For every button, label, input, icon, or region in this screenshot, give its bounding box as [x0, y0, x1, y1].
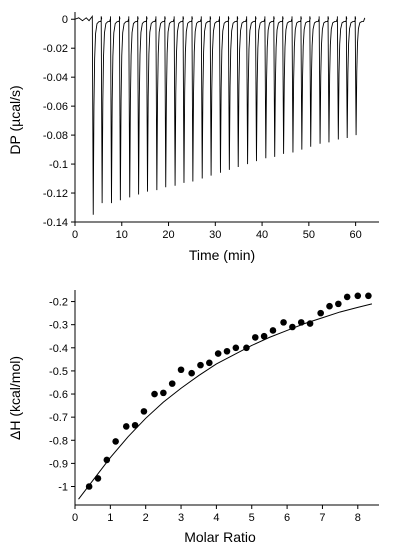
isotherm-y-tick-label: -0.6 — [49, 389, 68, 401]
thermogram-y-tick-label: -0.02 — [43, 43, 68, 55]
isotherm-y-label: ΔH (kcal/mol) — [7, 356, 23, 440]
isotherm-data-point — [214, 350, 222, 357]
isotherm-data-point — [188, 369, 195, 377]
thermogram-y-tick-label: -0.12 — [43, 188, 68, 200]
thermogram-y-label: DP (µcal/s) — [7, 85, 23, 154]
isotherm-data-point — [85, 483, 93, 490]
isotherm-data-point — [151, 390, 158, 398]
thermogram-panel: 0 -0.02 -0.04 -0.06 -0.08 -0.1 -0.12 -0.14 0 10 2… — [7, 12, 379, 263]
isotherm-x-label: Molar Ratio — [184, 529, 256, 545]
isotherm-y-tick-label: -0.4 — [49, 343, 68, 355]
isotherm-y-tick-label: -0.8 — [49, 435, 68, 447]
isotherm-data-point — [260, 332, 268, 340]
isotherm-data-point — [177, 366, 185, 374]
isotherm-data-point — [103, 456, 111, 464]
isotherm-data-point — [365, 292, 372, 300]
thermogram-y-tick-label: -0.1 — [49, 159, 68, 171]
thermogram-x-tick-label: 40 — [256, 229, 268, 241]
isotherm-data-point — [251, 334, 259, 341]
isotherm-x-tick-label: 2 — [143, 512, 149, 524]
isotherm-y-tick-label: -0.3 — [49, 320, 68, 332]
thermogram-trace — [74, 15, 366, 215]
thermogram-x-tick-label: 60 — [349, 229, 361, 241]
isotherm-data-point — [297, 319, 305, 326]
isotherm-y-tick-label: -0.7 — [49, 412, 68, 424]
isotherm-data-point — [140, 408, 148, 415]
isotherm-x-tick-label: 5 — [249, 512, 255, 524]
thermogram-y-tick-label: -0.08 — [43, 130, 68, 142]
isotherm-data-point — [160, 389, 167, 397]
isotherm-data-point — [326, 302, 333, 310]
thermogram-y-tick-label: -0.06 — [43, 101, 68, 113]
isotherm-x-tick-label: 1 — [107, 512, 113, 524]
isotherm-data-point — [335, 300, 342, 308]
isotherm-y-tick-label: -1 — [58, 482, 68, 494]
isotherm-data-point — [122, 423, 130, 430]
isotherm-data-point — [354, 292, 362, 300]
thermogram-x-tick-label: 20 — [162, 229, 174, 241]
isotherm-x-tick-label: 4 — [213, 512, 219, 524]
isotherm-data-point — [280, 319, 287, 326]
isotherm-y-tick-label: -0.5 — [49, 366, 68, 378]
thermogram-x-tick-label: 30 — [209, 229, 221, 241]
isotherm-panel: -0.2 -0.3 -0.4 -0.5 -0.6 -0.7 -0.8 -0.9 -1 0 1 2 3 4… — [7, 290, 379, 545]
isotherm-data-point — [223, 347, 231, 355]
isotherm-data-point — [197, 361, 204, 369]
isotherm-data-point — [232, 344, 240, 352]
thermogram-x-tick-label: 10 — [116, 229, 128, 241]
isotherm-x-tick-label: 3 — [178, 512, 184, 524]
thermogram-y-tick-label: -0.04 — [43, 72, 68, 84]
isotherm-data-point — [243, 344, 250, 352]
isotherm-data-point — [206, 359, 213, 367]
isotherm-data-point — [112, 438, 119, 445]
isotherm-y-tick-label: -0.9 — [49, 458, 68, 470]
isotherm-x-tick-label: 0 — [72, 512, 78, 524]
isotherm-fit-curve — [78, 303, 373, 500]
thermogram-x-tick-label: 0 — [72, 229, 78, 241]
thermogram-x-tick-label: 50 — [303, 229, 315, 241]
isotherm-data-point — [131, 421, 139, 429]
isotherm-data-point — [317, 309, 324, 317]
isotherm-data-point — [269, 327, 277, 334]
isotherm-data-point — [94, 475, 102, 482]
isotherm-data-point — [343, 293, 351, 301]
isotherm-y-tick-label: -0.2 — [49, 297, 68, 309]
isotherm-data-point — [168, 380, 176, 387]
thermogram-y-tick-label: -0.14 — [43, 217, 68, 229]
thermogram-y-tick-label: 0 — [62, 14, 68, 26]
isotherm-x-tick-label: 8 — [355, 512, 361, 524]
isotherm-data-point — [306, 320, 314, 327]
isotherm-x-tick-label: 7 — [319, 512, 325, 524]
isotherm-x-tick-label: 6 — [284, 512, 290, 524]
isotherm-data-point — [289, 323, 296, 331]
thermogram-x-label: Time (min) — [189, 247, 255, 263]
